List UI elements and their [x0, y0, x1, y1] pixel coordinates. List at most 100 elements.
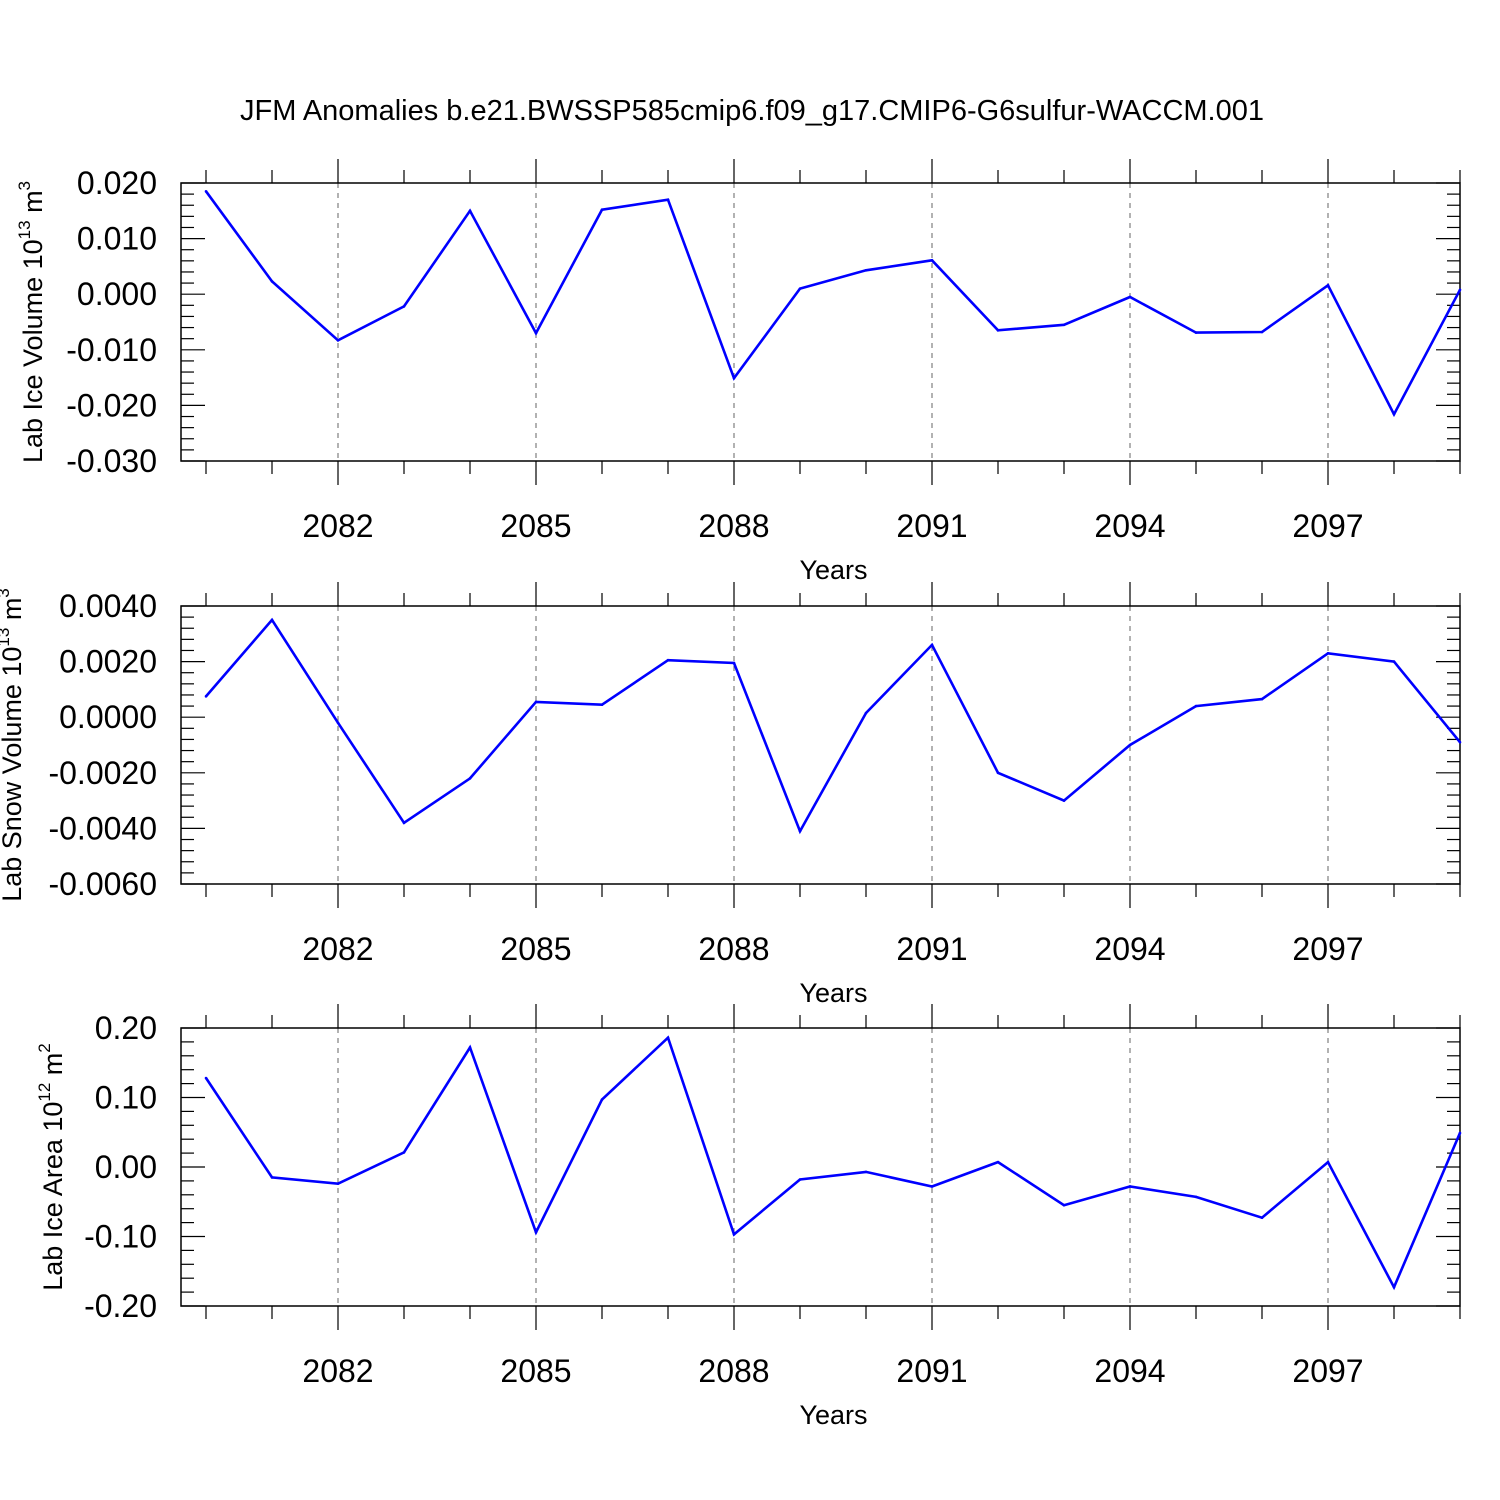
data-point: [1128, 743, 1132, 747]
data-point: [1326, 284, 1330, 287]
data-point: [402, 305, 406, 308]
y-tick-label: -0.0020: [48, 755, 157, 791]
y-tick-label: -0.010: [66, 332, 157, 368]
x-tick-label: 2091: [896, 508, 967, 544]
data-point: [336, 721, 340, 725]
chart-panel-3: 2082 2085 2088 2091 2094 2097 Years 0.20 0.10 0.0…: [35, 1004, 1462, 1430]
x-tick-label: 2088: [698, 931, 769, 967]
data-point: [996, 329, 1000, 332]
data-point: [1260, 330, 1264, 334]
x-tick-label: 2094: [1094, 931, 1165, 967]
data-point: [534, 331, 538, 335]
chart-panel-2: 2082 2085 2088 2091 2094 2097 Years 0.0040 0.002…: [0, 582, 1462, 1008]
y-tick-label: 0.020: [77, 165, 157, 201]
y-tick-label: 0.10: [95, 1080, 157, 1116]
data-point: [1260, 1216, 1264, 1220]
y-tick-label: 0.000: [77, 276, 157, 312]
data-point: [930, 258, 934, 262]
y-tick-label: -0.20: [84, 1288, 157, 1324]
y-tick-label: 0.0020: [59, 644, 157, 680]
data-point: [864, 268, 868, 272]
x-tick-label: 2088: [698, 508, 769, 544]
y-axis-title: Lab Ice Volume 1013 m3: [15, 181, 48, 463]
data-point: [204, 695, 208, 698]
data-point: [534, 1231, 538, 1234]
data-point: [336, 339, 340, 342]
data-point: [798, 287, 802, 290]
data-point: [666, 1036, 670, 1040]
y-axis-title: Lab Ice Area 1012 m2: [35, 1043, 68, 1291]
data-point: [600, 703, 604, 706]
data-point: [534, 700, 538, 704]
x-tick-label: 2085: [500, 508, 571, 544]
data-point: [798, 829, 802, 833]
data-point: [1194, 1195, 1198, 1199]
data-point: [930, 643, 934, 647]
data-point: [1392, 1285, 1396, 1289]
y-tick-label: -0.0040: [48, 810, 157, 846]
plot-frame: [180, 182, 1461, 462]
data-point: [1392, 660, 1396, 663]
data-point: [1458, 1131, 1462, 1135]
x-tick-label: 2082: [302, 508, 373, 544]
data-point: [864, 711, 868, 715]
data-point: [270, 1176, 274, 1179]
data-point: [1392, 412, 1396, 416]
data-point: [1128, 1185, 1132, 1188]
data-point: [1194, 331, 1198, 334]
y-tick-label: 0.0040: [59, 588, 157, 624]
data-point: [204, 1076, 208, 1080]
data-point: [1062, 323, 1066, 327]
data-point: [996, 1160, 1000, 1164]
data-point: [666, 198, 670, 201]
data-point: [798, 1178, 802, 1181]
data-point: [732, 1233, 736, 1236]
y-tick-label: -0.0060: [48, 866, 157, 902]
data-point: [1326, 651, 1330, 655]
data-point: [864, 1170, 868, 1174]
x-tick-label: 2091: [896, 931, 967, 967]
x-axis-title: Years: [799, 1400, 867, 1430]
chart-panel-1: 2082 2085 2088 2091 2094 2097 Years 0.020 0.010 0…: [15, 159, 1462, 585]
data-point: [1128, 295, 1132, 299]
data-point: [930, 1185, 934, 1188]
data-point: [1062, 799, 1066, 802]
x-tick-label: 2097: [1292, 1353, 1363, 1389]
y-tick-label: -0.10: [84, 1219, 157, 1255]
data-point: [600, 208, 604, 211]
y-tick-label: 0.20: [95, 1010, 157, 1046]
series-line: [205, 617, 1462, 835]
data-point: [1458, 288, 1462, 292]
y-tick-label: 0.010: [77, 221, 157, 257]
x-tick-label: 2094: [1094, 508, 1165, 544]
series-line: [204, 1035, 1462, 1291]
data-point: [1062, 1203, 1066, 1207]
x-tick-label: 2082: [302, 1353, 373, 1389]
y-tick-label: 0.0000: [59, 699, 157, 735]
data-point: [336, 1182, 340, 1185]
data-point: [1260, 697, 1264, 701]
data-point: [1458, 740, 1462, 744]
y-tick-label: -0.020: [66, 387, 157, 423]
data-point: [402, 821, 406, 825]
x-axis-title: Years: [799, 555, 867, 585]
y-axis-title: Lab Snow Volume 1013 m3: [0, 588, 27, 902]
chart-panels: 2082 2085 2088 2091 2094 2097 Years 0.020 0.010 0…: [0, 159, 1462, 1430]
x-tick-label: 2085: [500, 931, 571, 967]
x-axis-title: Years: [799, 978, 867, 1008]
x-tick-label: 2088: [698, 1353, 769, 1389]
data-point: [732, 376, 736, 380]
data-point: [666, 658, 670, 662]
data-point: [996, 771, 1000, 775]
x-tick-label: 2094: [1094, 1353, 1165, 1389]
data-point: [468, 1046, 472, 1049]
y-tick-label: 0.00: [95, 1149, 157, 1185]
data-point: [270, 618, 274, 622]
figure-title: JFM Anomalies b.e21.BWSSP585cmip6.f09_g1…: [240, 95, 1264, 127]
data-point: [1194, 704, 1198, 708]
data-point: [402, 1151, 406, 1154]
data-point: [1326, 1160, 1330, 1164]
data-point: [204, 190, 208, 193]
